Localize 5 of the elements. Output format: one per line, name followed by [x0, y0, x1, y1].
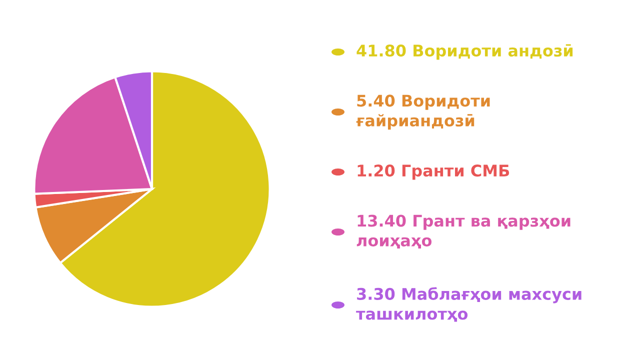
legend-label: 5.40 Воридоти ғайриандозӣ — [356, 94, 490, 130]
legend-label: 3.30 Маблағҳои махсуси ташкилотҳо — [356, 287, 582, 322]
legend-label: 13.40 Грант ва қарзҳои лоиҳаҳо — [356, 214, 570, 248]
legend-label: 1.20 Гранти СМБ — [358, 164, 510, 180]
legend-label: 41.80 Воридоти андозӣ — [356, 44, 573, 60]
